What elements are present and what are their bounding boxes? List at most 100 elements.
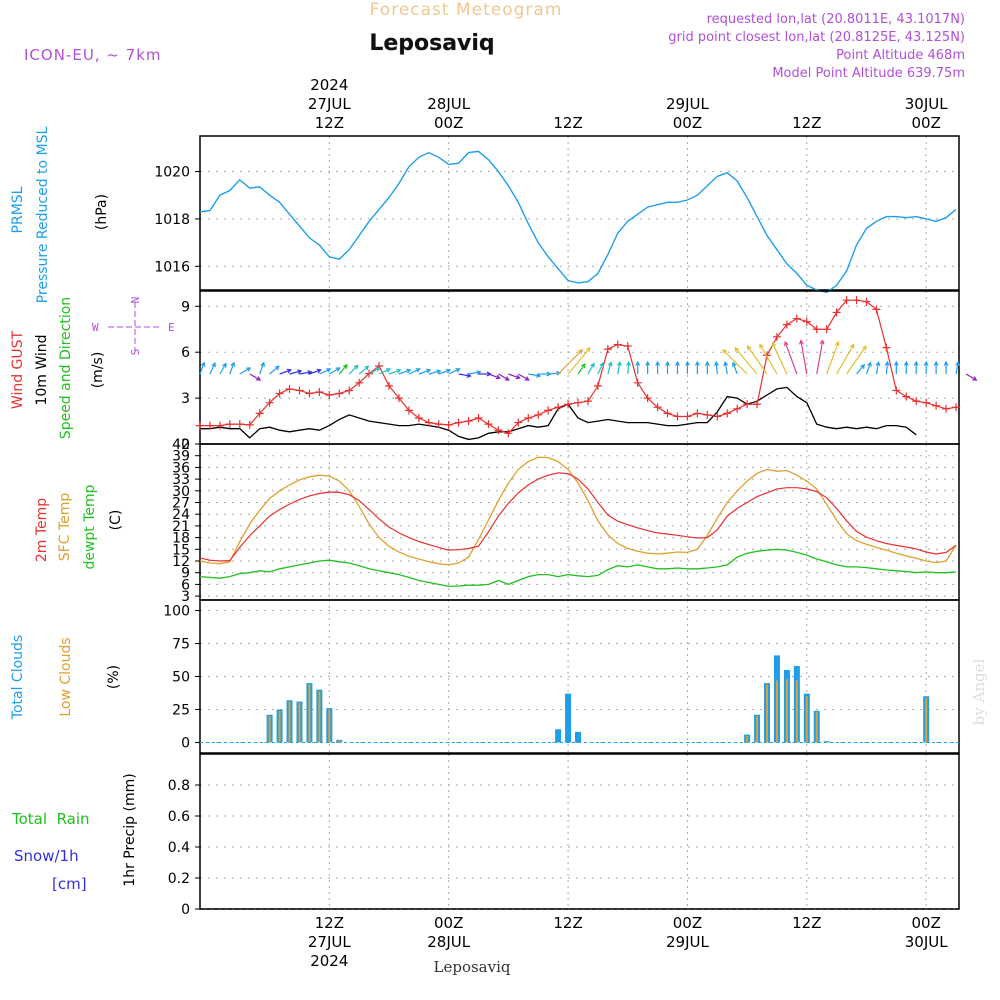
time-tick-label: 27JUL [308,933,351,951]
wind-arrow [448,368,460,375]
wind-arrow-head [746,345,752,351]
wind-arrow [826,341,839,375]
wind-tick-label: 3 [181,391,190,407]
wind-arrow-head [581,363,586,369]
low-cloud-bar [925,697,928,743]
wind-arrow-head [723,360,729,367]
low-cloud-bar [268,716,271,743]
time-tick-label: 27JUL [308,95,351,113]
watermark: by Angel [970,658,988,725]
gust-marker [574,398,583,407]
total-rain-label: Total Rain [11,810,90,828]
snow-label: Snow/1h [14,847,79,865]
wind-arrow-head [694,360,700,366]
wind-arrow-head [536,373,542,378]
wind-tick-label: 9 [181,299,190,315]
wind-arrow-head [486,371,492,377]
clouds-labels: Total Clouds Low Clouds (%) [10,635,122,720]
wind-arrow [249,373,261,381]
wind-arrow-head [578,349,584,354]
gust-marker [245,420,254,429]
time-tick-label: 00Z [434,914,463,932]
wind-arrow-head [933,360,939,366]
wind-arrow [398,369,411,375]
temp-tick-label: 39 [172,449,190,465]
wind-arrow-head [297,369,303,375]
wind-arrow-head [307,370,313,375]
wind-arrow [771,342,788,375]
gust-marker [225,420,234,429]
low-cloud-bar [795,680,798,743]
wind-arrow [722,349,748,375]
temp-dewpt-label: dewpt Temp [82,484,98,569]
wind-arrow [438,369,451,375]
wind-arrow [759,344,778,375]
wind-arrow [856,364,865,375]
wind-arrow-head [607,361,613,367]
wind-arrow [508,373,520,379]
wind-arrow-head [286,368,293,374]
wind-arrow [299,371,312,375]
gust-marker [424,418,433,427]
wind-arrow [865,362,872,375]
wind-arrow-head [436,369,442,375]
wind-arrow [587,363,595,375]
wind-arrow-head [445,368,452,374]
wind-arrow-head [585,346,591,352]
wind-arrow-head [903,360,909,366]
precip-labels: Total Rain Snow/1h [cm] 1hr Precip (mm) [11,773,138,893]
gust-marker [484,420,493,429]
gust-marker [693,409,702,418]
temp-sfc-label: SFC Temp [57,493,73,562]
wind-labels: Wind GUST 10m Wind Speed and Direction (… [10,297,175,440]
gust-marker [753,400,762,409]
gust-marker [275,389,284,398]
gust-marker [633,378,642,387]
wind-arrow [428,370,441,375]
dewpt-line [199,548,957,588]
requested-coords: requested lon,lat (20.8011E, 43.1017N) [707,12,965,27]
wind-arrow-head [415,368,421,373]
time-tick-label: 00Z [911,914,940,932]
total-cloud-bar [565,693,572,743]
pressure-unit: (hPa) [94,194,110,230]
temp-tick-label: 21 [172,519,190,535]
gust-marker [464,417,473,426]
wind-arrow-head [616,360,622,367]
wind-arrow [567,347,591,375]
gust-marker [544,406,553,415]
time-tick-label: 29JUL [666,95,709,113]
wind-arrow [468,371,481,375]
wind-arrow [458,373,471,377]
wind-arrow [617,362,621,375]
temp-tick-label: 36 [172,460,190,476]
wind-arrow-head [406,368,412,374]
gust-marker [394,394,403,403]
wind-arrow-head [734,346,740,352]
wind-tick-label: 0 [181,437,190,453]
wind-arrow-head [353,364,359,370]
precip-tick-label: 0.8 [168,778,190,794]
wind-arrow-head [675,360,680,366]
wind-arrow [836,344,855,375]
wind-arrow [607,362,612,375]
total-clouds-label: Total Clouds [10,635,26,720]
time-tick-label: 30JUL [905,933,948,951]
total-cloud-bar [575,731,582,743]
low-cloud-bar [338,739,341,743]
wind-tick-label: 6 [181,345,190,361]
low-cloud-bar [298,702,301,743]
wind-arrow [784,341,798,375]
temp-2m-label: 2m Temp [34,498,50,562]
wind-arrow [309,369,321,375]
gust-marker [922,398,931,407]
time-tick-label: 2024 [310,952,348,970]
time-tick-label: 00Z [673,114,702,132]
wind-frame [199,290,960,445]
gust-marker [623,342,632,351]
gust-marker [603,345,612,354]
precip-tick-label: 0.2 [168,871,190,887]
wind-arrow-head [466,373,472,378]
gust-marker [494,426,503,435]
sfc-temp-line [199,456,957,566]
